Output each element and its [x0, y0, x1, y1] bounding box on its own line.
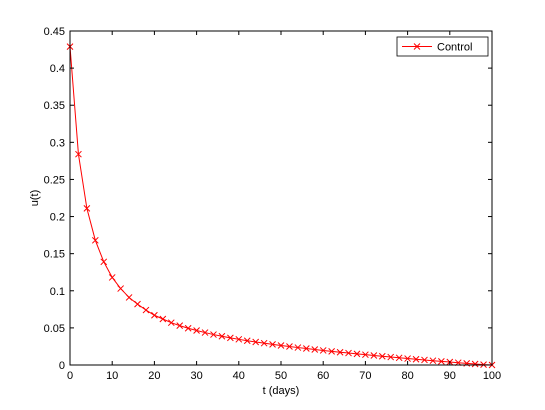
legend-entry-control: Control — [437, 42, 472, 54]
data-point-marker — [395, 354, 403, 362]
x-tick-label: 50 — [275, 370, 287, 382]
data-point-marker — [167, 319, 175, 327]
x-tick-label: 80 — [401, 370, 413, 382]
data-point-marker — [260, 339, 268, 347]
x-tick-label: 0 — [67, 370, 73, 382]
data-point-marker — [286, 343, 293, 350]
data-point-marker — [75, 150, 82, 158]
data-point-marker — [176, 322, 184, 330]
x-tick-label: 30 — [190, 370, 202, 382]
data-point-marker — [210, 331, 217, 338]
data-point-marker — [277, 342, 285, 349]
x-tick-label: 100 — [483, 370, 501, 382]
x-axis-label: t (days) — [263, 385, 300, 397]
data-point-marker — [378, 352, 386, 360]
y-tick-label: 0.1 — [50, 286, 65, 298]
series-layer — [66, 43, 496, 369]
data-point-marker — [243, 337, 251, 345]
data-point-marker — [404, 355, 411, 362]
y-tick-label: 0.25 — [44, 174, 65, 186]
data-point-marker — [108, 274, 116, 281]
data-point-marker — [235, 335, 243, 343]
y-tick-label: 0.4 — [50, 63, 65, 75]
legend: Control — [396, 36, 489, 57]
y-axis-label: u(t) — [29, 190, 41, 207]
data-point-marker — [362, 351, 369, 359]
data-point-marker — [134, 300, 141, 308]
data-point-marker — [387, 353, 395, 361]
data-point-marker — [429, 357, 437, 365]
y-tick-label: 0.05 — [44, 323, 65, 335]
data-point-marker — [218, 332, 226, 340]
series-line-control — [69, 46, 493, 366]
x-tick-label: 60 — [317, 370, 329, 382]
data-point-marker — [294, 344, 302, 351]
axis-ticks: 0 10 20 30 40 50 60 70 80 90 100 0 0.05 0.1 0.15 0.2 0.2… — [44, 26, 502, 382]
x-tick-label: 70 — [359, 370, 371, 382]
data-point-marker — [159, 315, 167, 323]
y-tick-label: 0.3 — [50, 137, 65, 149]
data-point-marker — [151, 311, 158, 319]
data-point-marker — [328, 347, 335, 355]
data-point-marker — [353, 350, 361, 358]
x-tick-label: 10 — [106, 370, 118, 382]
plot-frame — [69, 30, 493, 366]
y-tick-label: 0.2 — [50, 212, 65, 224]
data-point-marker — [319, 347, 327, 354]
x-tick-label: 40 — [233, 370, 245, 382]
data-point-marker — [471, 360, 479, 368]
data-point-marker — [252, 338, 260, 346]
data-point-marker — [412, 355, 420, 363]
data-point-marker — [345, 349, 352, 357]
data-point-marker — [438, 358, 445, 365]
data-point-marker — [125, 294, 133, 301]
data-point-marker — [370, 352, 378, 359]
data-point-marker — [311, 346, 319, 353]
y-tick-label: 0.15 — [44, 249, 65, 261]
data-point-marker — [336, 348, 344, 356]
data-point-marker — [269, 341, 276, 348]
data-point-marker — [227, 334, 234, 342]
legend-marker-x — [413, 43, 421, 50]
data-point-marker — [302, 345, 310, 352]
legend-box — [396, 36, 489, 57]
data-point-marker — [83, 205, 91, 212]
y-tick-label: 0.45 — [44, 26, 65, 38]
data-point-marker — [193, 327, 200, 334]
data-point-marker — [91, 236, 99, 244]
y-tick-label: 0.35 — [44, 100, 65, 112]
y-tick-label: 0 — [59, 360, 65, 372]
data-point-marker — [184, 324, 192, 332]
data-point-marker — [142, 306, 150, 314]
x-tick-label: 20 — [148, 370, 160, 382]
x-tick-label: 90 — [444, 370, 456, 382]
legend-marker-path — [413, 43, 421, 50]
data-point-marker — [201, 329, 209, 336]
data-point-marker — [100, 258, 108, 266]
data-point-marker — [117, 285, 124, 292]
data-point-marker — [421, 356, 428, 364]
